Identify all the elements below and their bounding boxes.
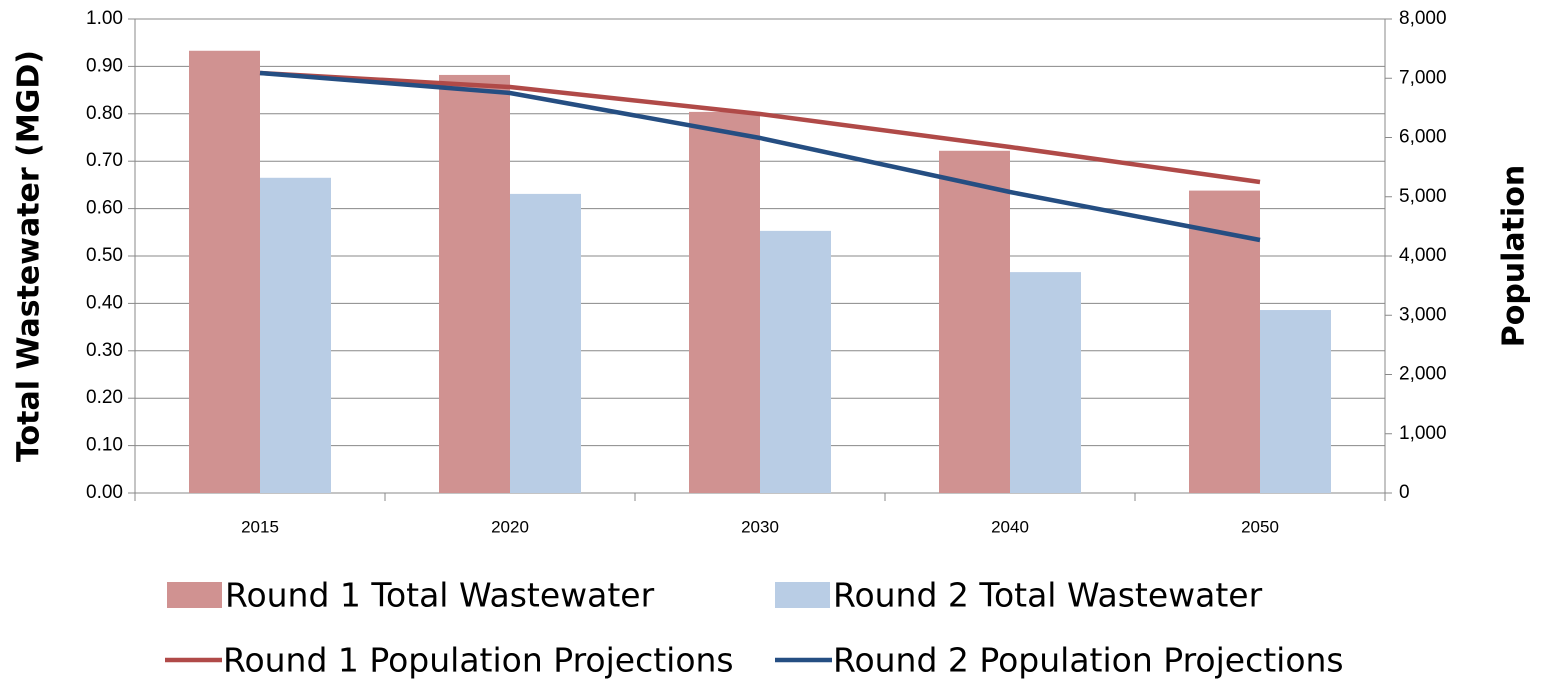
legend-label: Round 1 Population Projections [223, 641, 734, 680]
bar [510, 193, 581, 493]
y-tick-label: 0.70 [86, 150, 123, 171]
y-tick-label: 0.60 [86, 198, 123, 219]
y-tick-label: 0.80 [86, 103, 123, 124]
line [259, 70, 1261, 243]
bar [189, 50, 260, 494]
y-tick-label: 0.90 [86, 55, 123, 76]
y2-tick-label: 7,000 [1399, 67, 1447, 88]
y-tick-label: 0.50 [86, 245, 123, 266]
bar [939, 150, 1010, 493]
legend-label: Round 2 Total Wastewater [833, 576, 1263, 615]
y2-tick-label: 5,000 [1399, 186, 1447, 207]
y2-tick-label: 0 [1399, 482, 1410, 503]
y-tick-label: 0.00 [86, 482, 123, 503]
y-tick-label: 0.30 [86, 340, 123, 361]
legend-swatch [775, 582, 830, 608]
x-tick-label: 2015 [241, 517, 279, 536]
y2-axis-title: Population [1497, 165, 1532, 348]
y-tick-label: 0.20 [86, 387, 123, 408]
legend-label: Round 2 Population Projections [833, 641, 1344, 680]
y2-tick-label: 1,000 [1399, 423, 1447, 444]
y2-tick-label: 2,000 [1399, 364, 1447, 385]
x-tick-label: 2040 [991, 517, 1029, 536]
y2-tick-label: 4,000 [1399, 245, 1447, 266]
bar [760, 230, 831, 494]
bar [439, 74, 510, 493]
line [259, 70, 1261, 185]
x-tick-label: 2050 [1241, 517, 1279, 536]
x-tick-label: 2030 [741, 517, 779, 536]
bar [1010, 272, 1081, 493]
y-tick-label: 1.00 [86, 8, 123, 29]
legend-swatch [167, 582, 222, 608]
x-tick-label: 2020 [491, 517, 529, 536]
y-tick-label: 0.40 [86, 292, 123, 313]
y-axis-title: Total Wastewater (MGD) [12, 50, 47, 462]
bar [260, 177, 331, 494]
y2-tick-label: 8,000 [1399, 8, 1447, 29]
legend-label: Round 1 Total Wastewater [225, 576, 655, 615]
bar [1260, 310, 1331, 493]
bar [1189, 190, 1260, 493]
y2-tick-label: 3,000 [1399, 304, 1447, 325]
y-tick-label: 0.10 [86, 435, 123, 456]
y2-tick-label: 6,000 [1399, 127, 1447, 148]
bar [689, 111, 760, 494]
